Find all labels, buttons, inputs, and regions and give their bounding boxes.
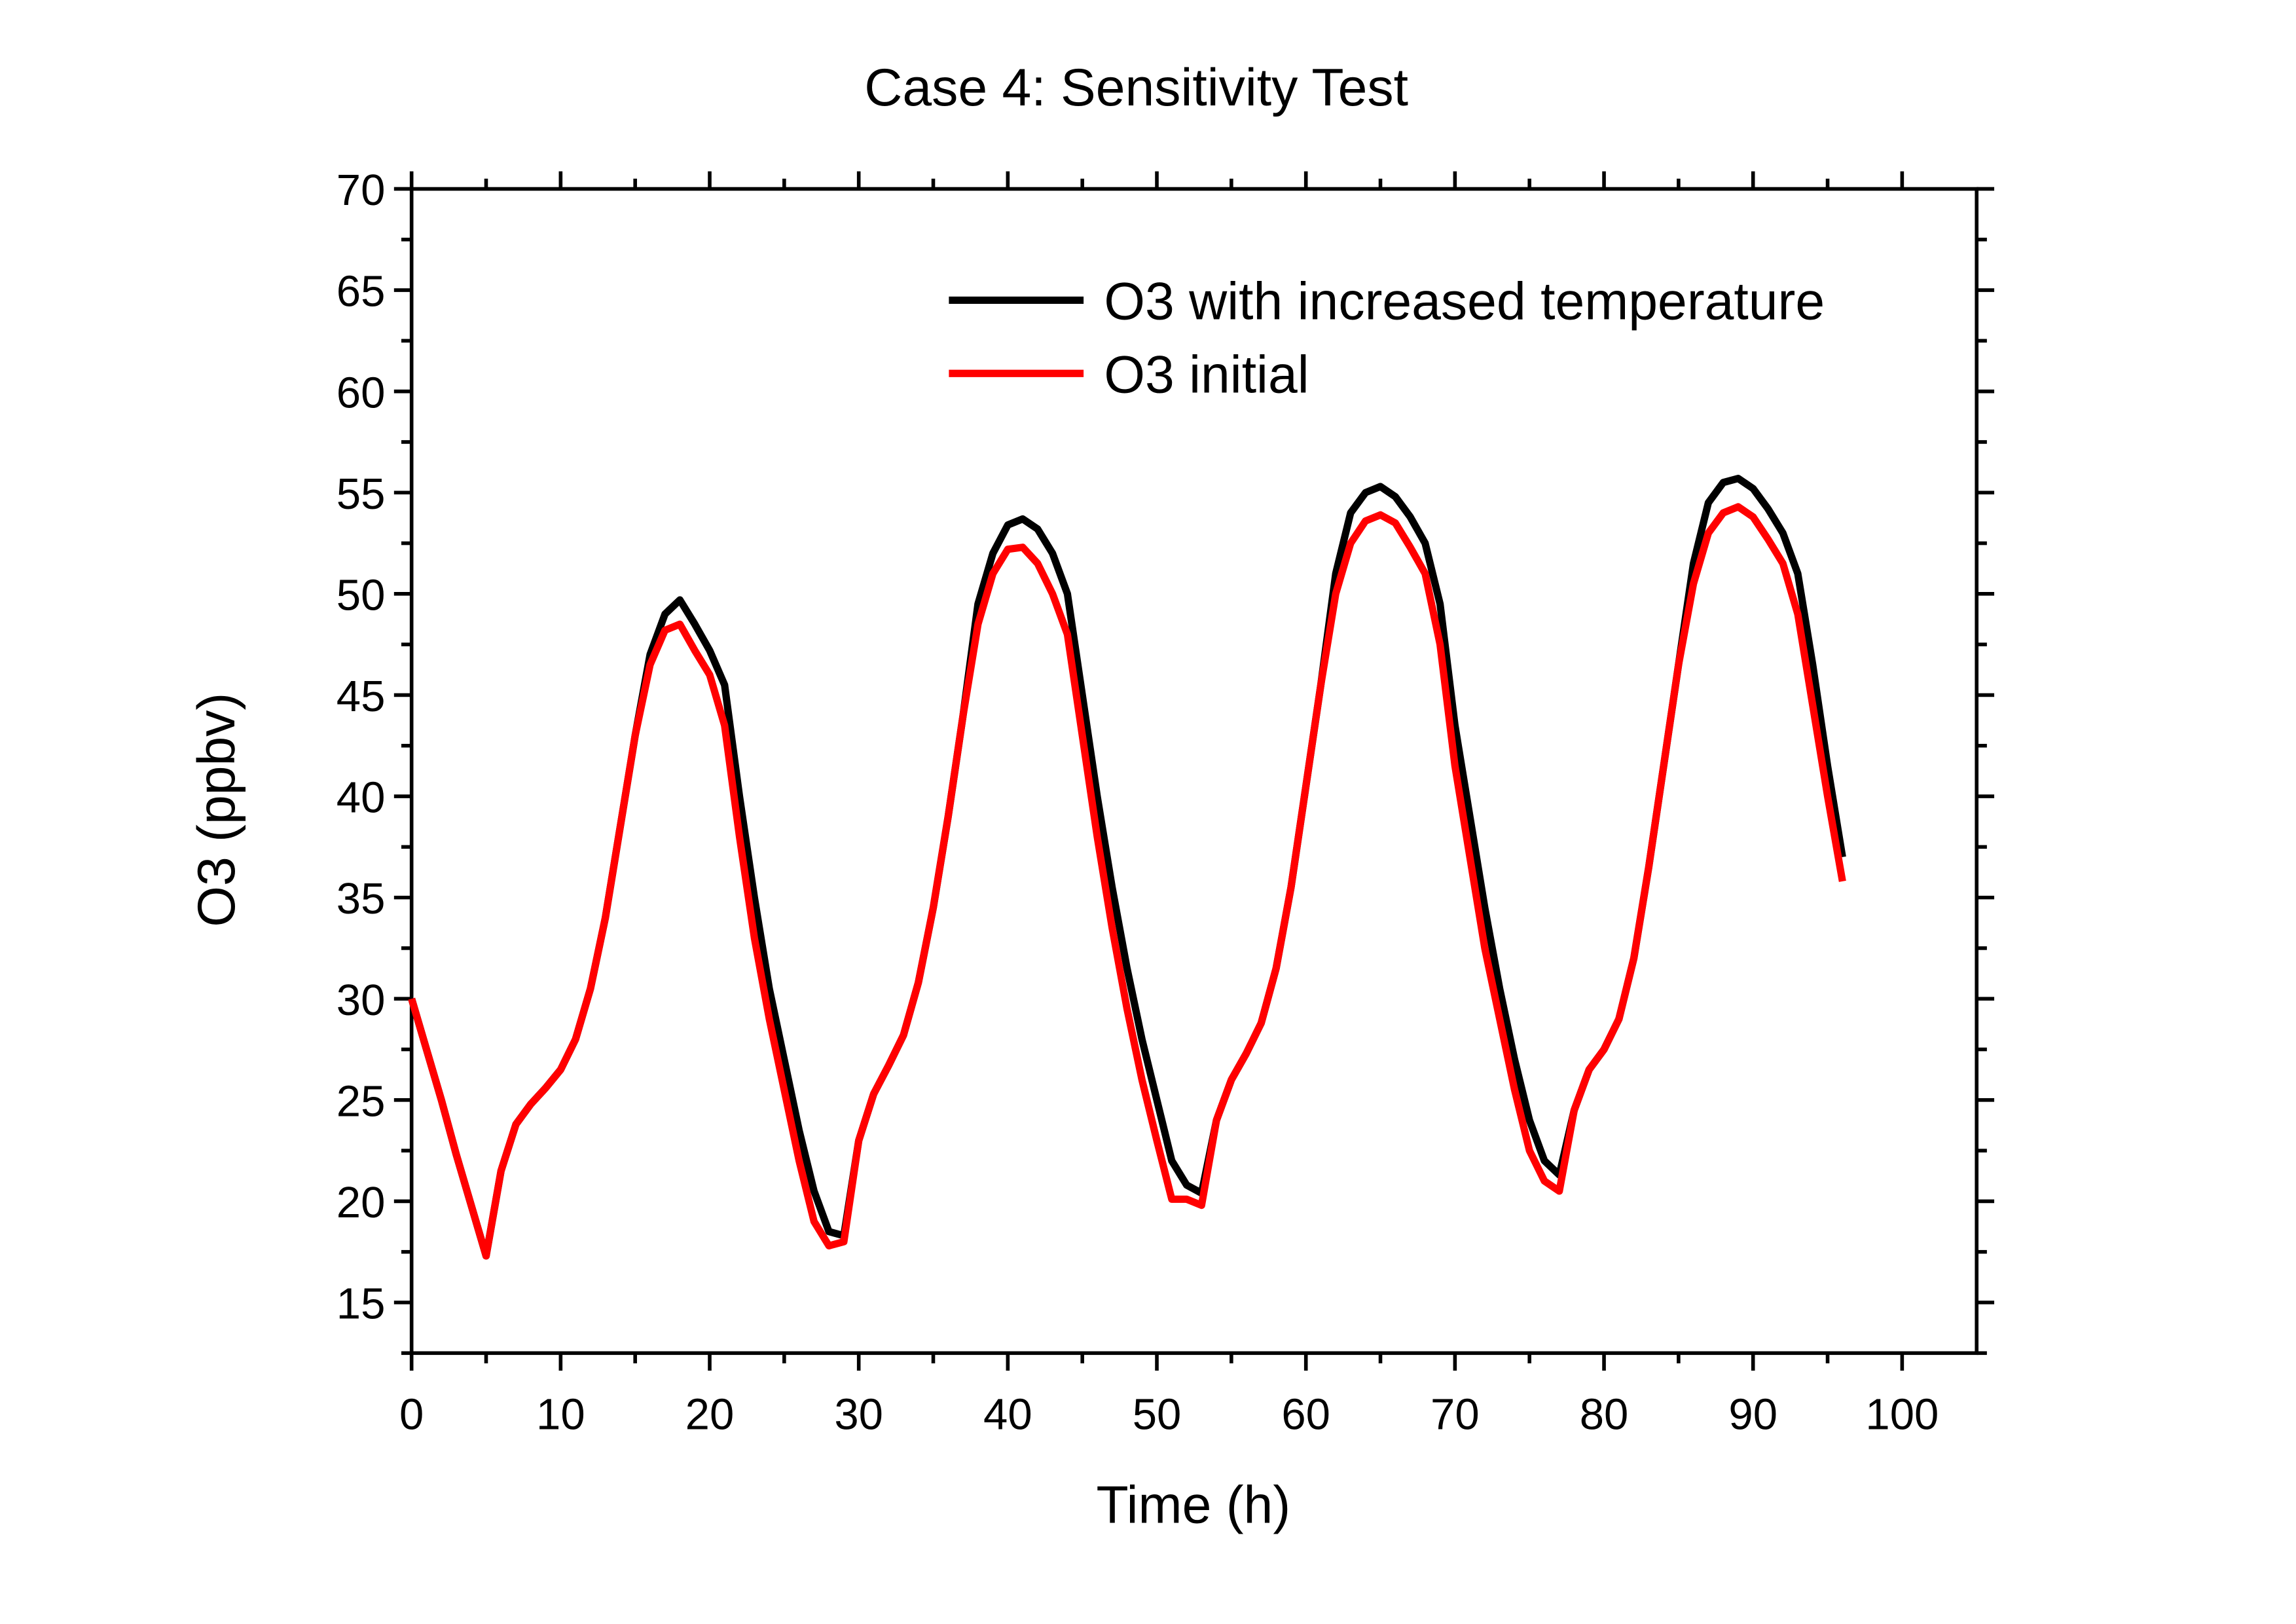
y-tick-label: 55 — [337, 470, 386, 519]
y-tick-label: 65 — [337, 267, 386, 316]
y-tick-label: 35 — [337, 874, 386, 923]
y-tick-label: 45 — [337, 672, 386, 721]
x-tick-label: 10 — [536, 1390, 585, 1439]
y-tick-label: 50 — [337, 570, 386, 619]
x-tick-label: 30 — [834, 1390, 883, 1439]
x-axis-label: Time (h) — [1096, 1476, 1290, 1535]
data-line — [408, 475, 1846, 1260]
x-tick-label: 0 — [399, 1390, 424, 1439]
plot-frame — [409, 187, 1979, 1356]
chart-title: Case 4: Sensitivity Test — [864, 58, 1408, 117]
x-tick-label: 80 — [1580, 1390, 1629, 1439]
y-axis-label: O3 (ppbv) — [187, 693, 246, 927]
y-tick-label: 30 — [337, 976, 386, 1025]
y-tick-label: 20 — [337, 1178, 386, 1227]
y-tick-label: 40 — [337, 773, 386, 822]
x-tick-label: 60 — [1281, 1390, 1330, 1439]
x-tick-label: 70 — [1430, 1390, 1480, 1439]
legend-label: O3 with increased temperature — [1104, 272, 1825, 331]
legend-label: O3 initial — [1104, 345, 1309, 404]
y-tick-label: 70 — [337, 166, 386, 215]
x-tick-label: 20 — [685, 1390, 735, 1439]
x-tick-label: 40 — [983, 1390, 1032, 1439]
y-tick-label: 15 — [337, 1280, 386, 1329]
x-tick-label: 50 — [1133, 1390, 1182, 1439]
y-tick-label: 25 — [337, 1077, 386, 1126]
y-tick-label: 60 — [337, 368, 386, 417]
data-line — [408, 503, 1846, 1260]
x-tick-label: 100 — [1865, 1390, 1939, 1439]
x-tick-label: 90 — [1728, 1390, 1777, 1439]
